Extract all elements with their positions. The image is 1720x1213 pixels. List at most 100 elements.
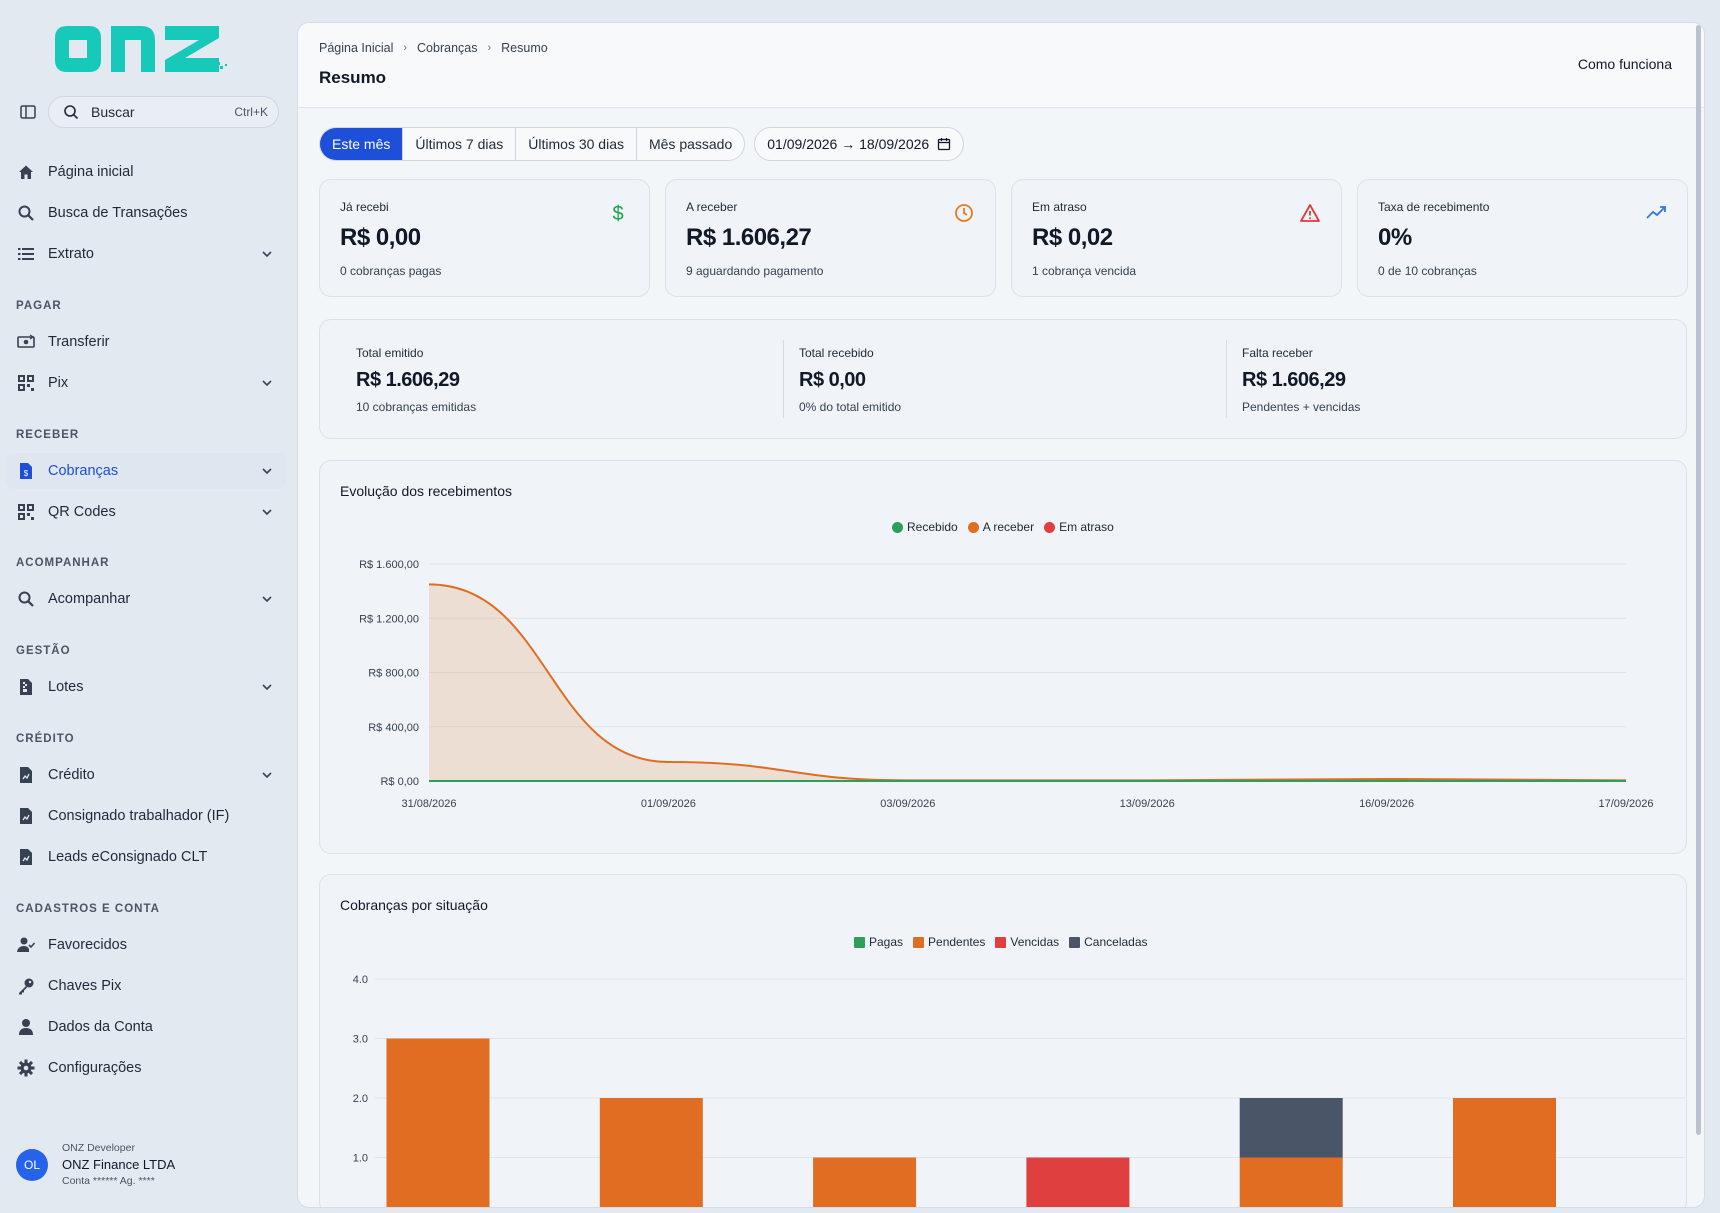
breadcrumb-item[interactable]: Cobranças (417, 41, 478, 55)
total-recebido: Total recebido R$ 0,00 0% do total emiti… (799, 346, 901, 414)
chart-title: Evolução dos recebimentos (340, 483, 512, 499)
user-profile[interactable]: OL ONZ Developer ONZ Finance LTDA Conta … (16, 1142, 175, 1187)
sidebar-item-leads[interactable]: Leads eConsignado CLT (6, 839, 286, 875)
legend-item[interactable]: Pendentes (913, 935, 985, 949)
key-icon (16, 976, 36, 996)
legend-label: Recebido (907, 520, 958, 534)
y-tick-label: R$ 1.600,00 (359, 559, 419, 571)
card-value: R$ 0,02 (1032, 224, 1113, 251)
section-label-cadastros: CADASTROS E CONTA (16, 903, 160, 915)
sidebar-item-consignado[interactable]: Consignado trabalhador (IF) (6, 798, 286, 834)
sidebar-item-chaves-pix[interactable]: Chaves Pix (6, 968, 286, 1004)
calendar-icon (938, 138, 951, 151)
chart-title: Cobranças por situação (340, 897, 488, 913)
sidebar-item-extrato[interactable]: Extrato (6, 236, 286, 272)
x-tick-label: 01/09/2026 (641, 798, 696, 810)
sidebar-item-qr-codes[interactable]: QR Codes (6, 494, 286, 530)
card-em-atraso: Em atraso R$ 0,02 1 cobrança vencida (1011, 179, 1342, 297)
x-tick-label: 03/09/2026 (880, 798, 935, 810)
legend-item[interactable]: Recebido (892, 520, 958, 534)
filter-mes-passado[interactable]: Mês passado (635, 128, 744, 160)
filter-este-mes[interactable]: Este mês (320, 128, 403, 160)
chevron-down-icon (262, 380, 272, 387)
sidebar-item-lotes[interactable]: Lotes (6, 669, 286, 705)
sidebar-item-favorecidos[interactable]: Favorecidos (6, 927, 286, 963)
onz-logo[interactable] (55, 22, 235, 76)
filter-ultimos-7-dias[interactable]: Últimos 7 dias (402, 128, 515, 160)
legend-label: Pendentes (928, 935, 986, 949)
file-zip-icon (16, 677, 36, 697)
total-subtitle: 0% do total emitido (799, 400, 902, 414)
x-tick-label: 31/08/2026 (401, 798, 456, 810)
legend-label: Em atraso (1059, 520, 1114, 534)
page-title: Resumo (319, 68, 387, 87)
card-a-receber: A receber R$ 1.606,27 9 aguardando pagam… (665, 179, 996, 297)
card-value: R$ 1.606,27 (686, 224, 812, 251)
sidebar-toggle-icon[interactable] (18, 102, 38, 122)
sidebar-item-pagina-inicial[interactable]: Página inicial (6, 154, 286, 190)
sidebar-item-credito[interactable]: Crédito (6, 757, 286, 793)
sidebar-item-label: Lotes (48, 679, 84, 695)
sidebar-item-acompanhar[interactable]: Acompanhar (6, 581, 286, 617)
sidebar-item-label: Cobranças (48, 463, 119, 479)
search-label: Buscar (91, 104, 135, 120)
legend-swatch (913, 936, 925, 948)
breadcrumb-item[interactable]: Página Inicial (319, 41, 394, 55)
card-subtitle: 0 cobranças pagas (340, 264, 442, 278)
total-subtitle: Pendentes + vencidas (1242, 400, 1361, 414)
bar-pendentes (386, 1038, 490, 1207)
legend-swatch (854, 936, 865, 948)
legend-item[interactable]: Pagas (854, 935, 903, 949)
legend-item[interactable]: Em atraso (1044, 520, 1114, 534)
svg-text:$: $ (24, 469, 29, 478)
card-title: Já recebi (340, 200, 389, 214)
divider (1226, 340, 1227, 418)
legend-swatch (995, 936, 1007, 948)
chart-legend: Pagas Pendentes Vencidas Canceladas (854, 935, 1158, 949)
chevron-down-icon (262, 684, 272, 691)
card-value: R$ 0,00 (340, 224, 421, 251)
search-input[interactable]: Buscar Ctrl+K (48, 96, 279, 128)
bar-chart: 4.03.02.01.00.0 (353, 974, 1685, 1207)
search-icon (64, 105, 79, 120)
sidebar-item-label: Acompanhar (48, 591, 131, 607)
date-range-picker[interactable]: 01/09/2026 → 18/09/2026 (754, 127, 965, 161)
series-area-a-receber (429, 584, 1626, 781)
legend-label: A receber (982, 520, 1035, 534)
sidebar-item-dados-conta[interactable]: Dados da Conta (6, 1009, 286, 1045)
scrollbar[interactable] (1696, 25, 1701, 1135)
card-ja-recebi: Já recebi R$ 0,00 0 cobranças pagas $ (319, 179, 650, 297)
page-header: Página Inicial › Cobranças › Resumo Resu… (298, 23, 1704, 108)
total-subtitle: 10 cobranças emitidas (356, 400, 477, 414)
bar-canceladas (1239, 1098, 1343, 1158)
legend-item[interactable]: A receber (967, 520, 1035, 534)
sidebar-item-cobrancas[interactable]: $ Cobranças (6, 453, 286, 489)
total-value: R$ 0,00 (799, 369, 866, 391)
chevron-down-icon (262, 772, 272, 779)
dollar-icon: $ (612, 203, 623, 224)
legend-swatch (1069, 936, 1081, 948)
falta-receber: Falta receber R$ 1.606,29 Pendentes + ve… (1242, 346, 1360, 414)
sidebar-item-label: Leads eConsignado CLT (48, 849, 208, 865)
legend-item[interactable]: Canceladas (1069, 935, 1148, 949)
clock-icon (955, 204, 973, 222)
filter-ultimos-30-dias[interactable]: Últimos 30 dias (515, 128, 636, 160)
y-tick-label: R$ 0,00 (380, 776, 419, 788)
sidebar-item-label: Configurações (48, 1060, 142, 1076)
card-title: A receber (686, 200, 738, 214)
chevron-right-icon: › (403, 42, 408, 54)
chart-legend: Recebido A receber Em atraso (892, 520, 1124, 534)
section-label-receber: RECEBER (16, 429, 80, 441)
pix-icon (16, 373, 36, 393)
sidebar-item-label: Busca de Transações (48, 205, 188, 221)
how-it-works-link[interactable]: Como funciona (1577, 56, 1672, 72)
sidebar-item-label: Favorecidos (48, 937, 127, 953)
sidebar-item-transferir[interactable]: Transferir (6, 324, 286, 360)
sidebar-item-label: Pix (48, 375, 69, 391)
sidebar-item-configuracoes[interactable]: Configurações (6, 1050, 286, 1086)
alert-triangle-icon (1300, 204, 1320, 222)
card-taxa-recebimento: Taxa de recebimento 0% 0 de 10 cobranças (1357, 179, 1688, 297)
sidebar-item-busca-transacoes[interactable]: Busca de Transações (6, 195, 286, 231)
sidebar-item-pix[interactable]: Pix (6, 365, 286, 401)
legend-item[interactable]: Vencidas (995, 935, 1059, 949)
